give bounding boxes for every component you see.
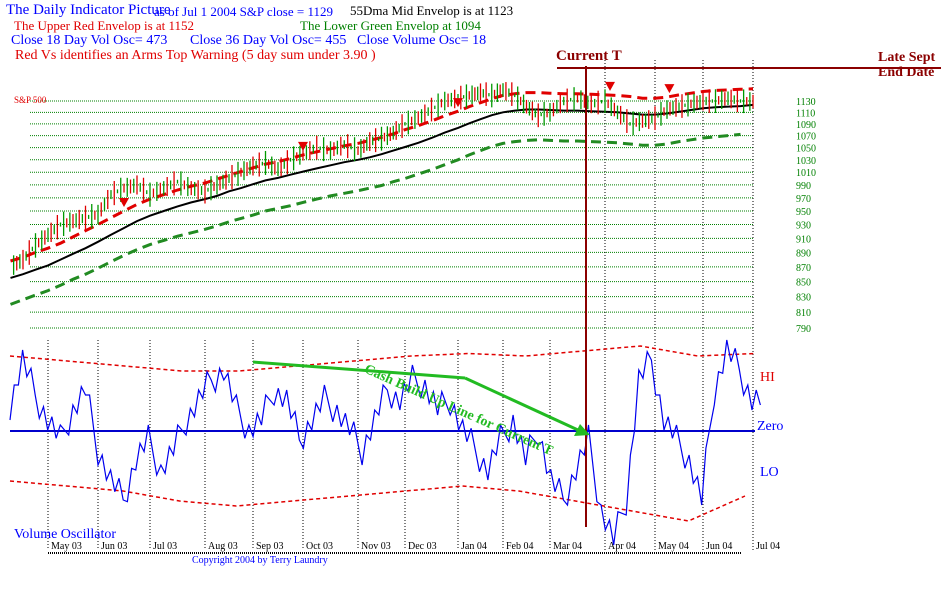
- arms-warning-triangle: [298, 141, 308, 151]
- y-tick-label: 810: [796, 308, 811, 319]
- hi-band: [9, 345, 756, 372]
- y-tick-label: 1090: [796, 120, 816, 131]
- x-tick-label: Oct 03: [306, 541, 333, 552]
- lo-label: LO: [760, 465, 779, 480]
- mid-envelope-text: 55Dma Mid Envelop is at 1123: [350, 3, 514, 18]
- mid-55dma-line: [10, 103, 754, 279]
- x-tick-label: Dec 03: [408, 541, 437, 552]
- arms-warning-triangle: [664, 84, 675, 94]
- y-tick-label: 910: [796, 234, 811, 245]
- volume-oscillator-label: Volume Oscillator: [14, 527, 117, 542]
- y-tick-label: 790: [796, 324, 811, 335]
- x-tick-label: Apr 04: [608, 541, 636, 552]
- y-tick-label: 970: [796, 194, 811, 205]
- x-tick-label: Jul 03: [153, 541, 177, 552]
- chart-title: The Daily Indicator Picture: [6, 2, 171, 18]
- osc18-text: Close 18 Day Vol Osc= 473: [11, 33, 168, 48]
- volosc-text: Close Volume Osc= 18: [357, 33, 487, 48]
- zero-label: Zero: [757, 419, 784, 434]
- upper-red-envelope: [10, 87, 754, 263]
- copyright-text: Copyright 2004 by Terry Laundry: [192, 555, 328, 566]
- lower-green-envelope: [9, 132, 741, 306]
- x-tick-label: Jan 04: [461, 541, 487, 552]
- x-tick-label: Jul 04: [756, 541, 780, 552]
- y-tick-label: 1130: [796, 97, 816, 108]
- x-tick-label: Nov 03: [361, 541, 391, 552]
- hi-label: HI: [760, 370, 775, 385]
- lo-band: [9, 480, 746, 522]
- lower-envelope-text: The Lower Green Envelop at 1094: [300, 18, 481, 33]
- arms-warning-triangle: [605, 81, 615, 91]
- cash-build-line: [252, 360, 466, 380]
- x-tick-label: Jun 03: [101, 541, 127, 552]
- arms-warning-triangle: [453, 98, 463, 108]
- x-tick-label: Sep 03: [256, 541, 284, 552]
- end-date-label: End Date: [878, 65, 935, 80]
- y-tick-label: 830: [796, 293, 811, 304]
- y-tick-label: 990: [796, 181, 811, 192]
- upper-envelope-text: The Upper Red Envelop is at 1152: [14, 18, 195, 33]
- y-tick-label: 850: [796, 278, 811, 289]
- x-tick-label: May 04: [658, 541, 689, 552]
- sp500-label: S&P 500: [14, 95, 47, 105]
- y-tick-label: 1010: [796, 168, 816, 179]
- y-tick-label: 1070: [796, 132, 816, 143]
- asof-text: as of Jul 1 2004 S&P close = 1129: [154, 4, 333, 19]
- y-tick-label: 950: [796, 207, 811, 218]
- x-tick-label: Aug 03: [208, 541, 238, 552]
- x-tick-label: May 03: [51, 541, 82, 552]
- y-tick-label: 1050: [796, 144, 816, 155]
- cash-build-arrowhead: [574, 424, 590, 436]
- y-tick-label: 870: [796, 263, 811, 274]
- y-tick-label: 890: [796, 248, 811, 259]
- osc36-text: Close 36 Day Vol Osc= 455: [190, 33, 347, 48]
- warning-text: Red Vs identifies an Arms Top Warning (5…: [15, 48, 376, 63]
- x-tick-label: Jun 04: [706, 541, 732, 552]
- late-sept-label: Late Sept: [878, 50, 936, 65]
- y-tick-label: 1030: [796, 156, 816, 167]
- arms-warning-triangle: [119, 198, 129, 208]
- current-t-label: Current T: [556, 48, 622, 64]
- y-tick-label: 1110: [796, 108, 815, 119]
- x-tick-label: Mar 04: [553, 541, 582, 552]
- x-tick-label: Feb 04: [506, 541, 534, 552]
- cash-build-arrow-line: [464, 376, 579, 432]
- volume-oscillator-line: [9, 339, 761, 546]
- y-tick-label: 930: [796, 221, 811, 232]
